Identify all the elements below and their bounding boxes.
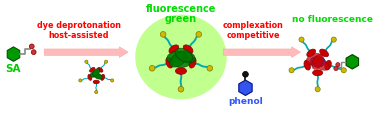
Ellipse shape xyxy=(320,50,328,57)
Ellipse shape xyxy=(169,53,187,68)
Text: SA: SA xyxy=(6,63,21,73)
Ellipse shape xyxy=(304,61,310,70)
Circle shape xyxy=(95,91,98,94)
Ellipse shape xyxy=(189,58,196,68)
Circle shape xyxy=(149,66,155,71)
Ellipse shape xyxy=(307,50,316,57)
Ellipse shape xyxy=(325,61,331,70)
Text: host-assisted: host-assisted xyxy=(49,31,109,40)
FancyArrow shape xyxy=(223,47,301,58)
Ellipse shape xyxy=(313,70,323,76)
Ellipse shape xyxy=(169,45,179,54)
Polygon shape xyxy=(7,47,20,62)
Ellipse shape xyxy=(93,69,100,76)
Ellipse shape xyxy=(183,45,193,54)
Ellipse shape xyxy=(166,58,173,68)
Ellipse shape xyxy=(101,75,105,81)
Circle shape xyxy=(299,38,304,43)
Circle shape xyxy=(331,38,336,43)
Circle shape xyxy=(243,72,248,78)
Circle shape xyxy=(334,67,338,71)
Ellipse shape xyxy=(90,72,99,78)
Circle shape xyxy=(85,61,88,64)
Ellipse shape xyxy=(175,49,193,62)
Ellipse shape xyxy=(314,60,329,71)
Circle shape xyxy=(336,63,340,67)
FancyArrow shape xyxy=(44,47,128,58)
Ellipse shape xyxy=(177,51,195,63)
Circle shape xyxy=(315,87,320,92)
Ellipse shape xyxy=(312,55,324,70)
Circle shape xyxy=(160,32,166,38)
Circle shape xyxy=(341,68,346,73)
Circle shape xyxy=(79,79,82,82)
Circle shape xyxy=(178,87,184,92)
Text: green: green xyxy=(165,14,197,24)
Circle shape xyxy=(111,79,114,82)
Text: fluorescence: fluorescence xyxy=(146,4,216,14)
Circle shape xyxy=(289,68,294,73)
Text: dye deprotonation: dye deprotonation xyxy=(37,21,121,30)
Ellipse shape xyxy=(93,80,99,84)
Ellipse shape xyxy=(310,57,325,67)
Circle shape xyxy=(29,45,34,49)
Ellipse shape xyxy=(175,68,186,75)
Ellipse shape xyxy=(306,54,322,65)
Text: phenol: phenol xyxy=(228,96,263,105)
Circle shape xyxy=(31,50,36,55)
Polygon shape xyxy=(239,80,252,96)
Ellipse shape xyxy=(171,57,191,68)
Ellipse shape xyxy=(135,16,227,99)
Ellipse shape xyxy=(90,68,95,73)
Text: complexation: complexation xyxy=(223,21,284,30)
Ellipse shape xyxy=(98,68,103,73)
Ellipse shape xyxy=(88,75,92,81)
Circle shape xyxy=(207,66,213,71)
Ellipse shape xyxy=(167,51,186,63)
Ellipse shape xyxy=(94,74,102,79)
Polygon shape xyxy=(346,55,359,69)
Text: competitive: competitive xyxy=(226,31,280,40)
Circle shape xyxy=(105,61,108,64)
Text: no fluorescence: no fluorescence xyxy=(291,15,373,24)
Circle shape xyxy=(196,32,201,38)
